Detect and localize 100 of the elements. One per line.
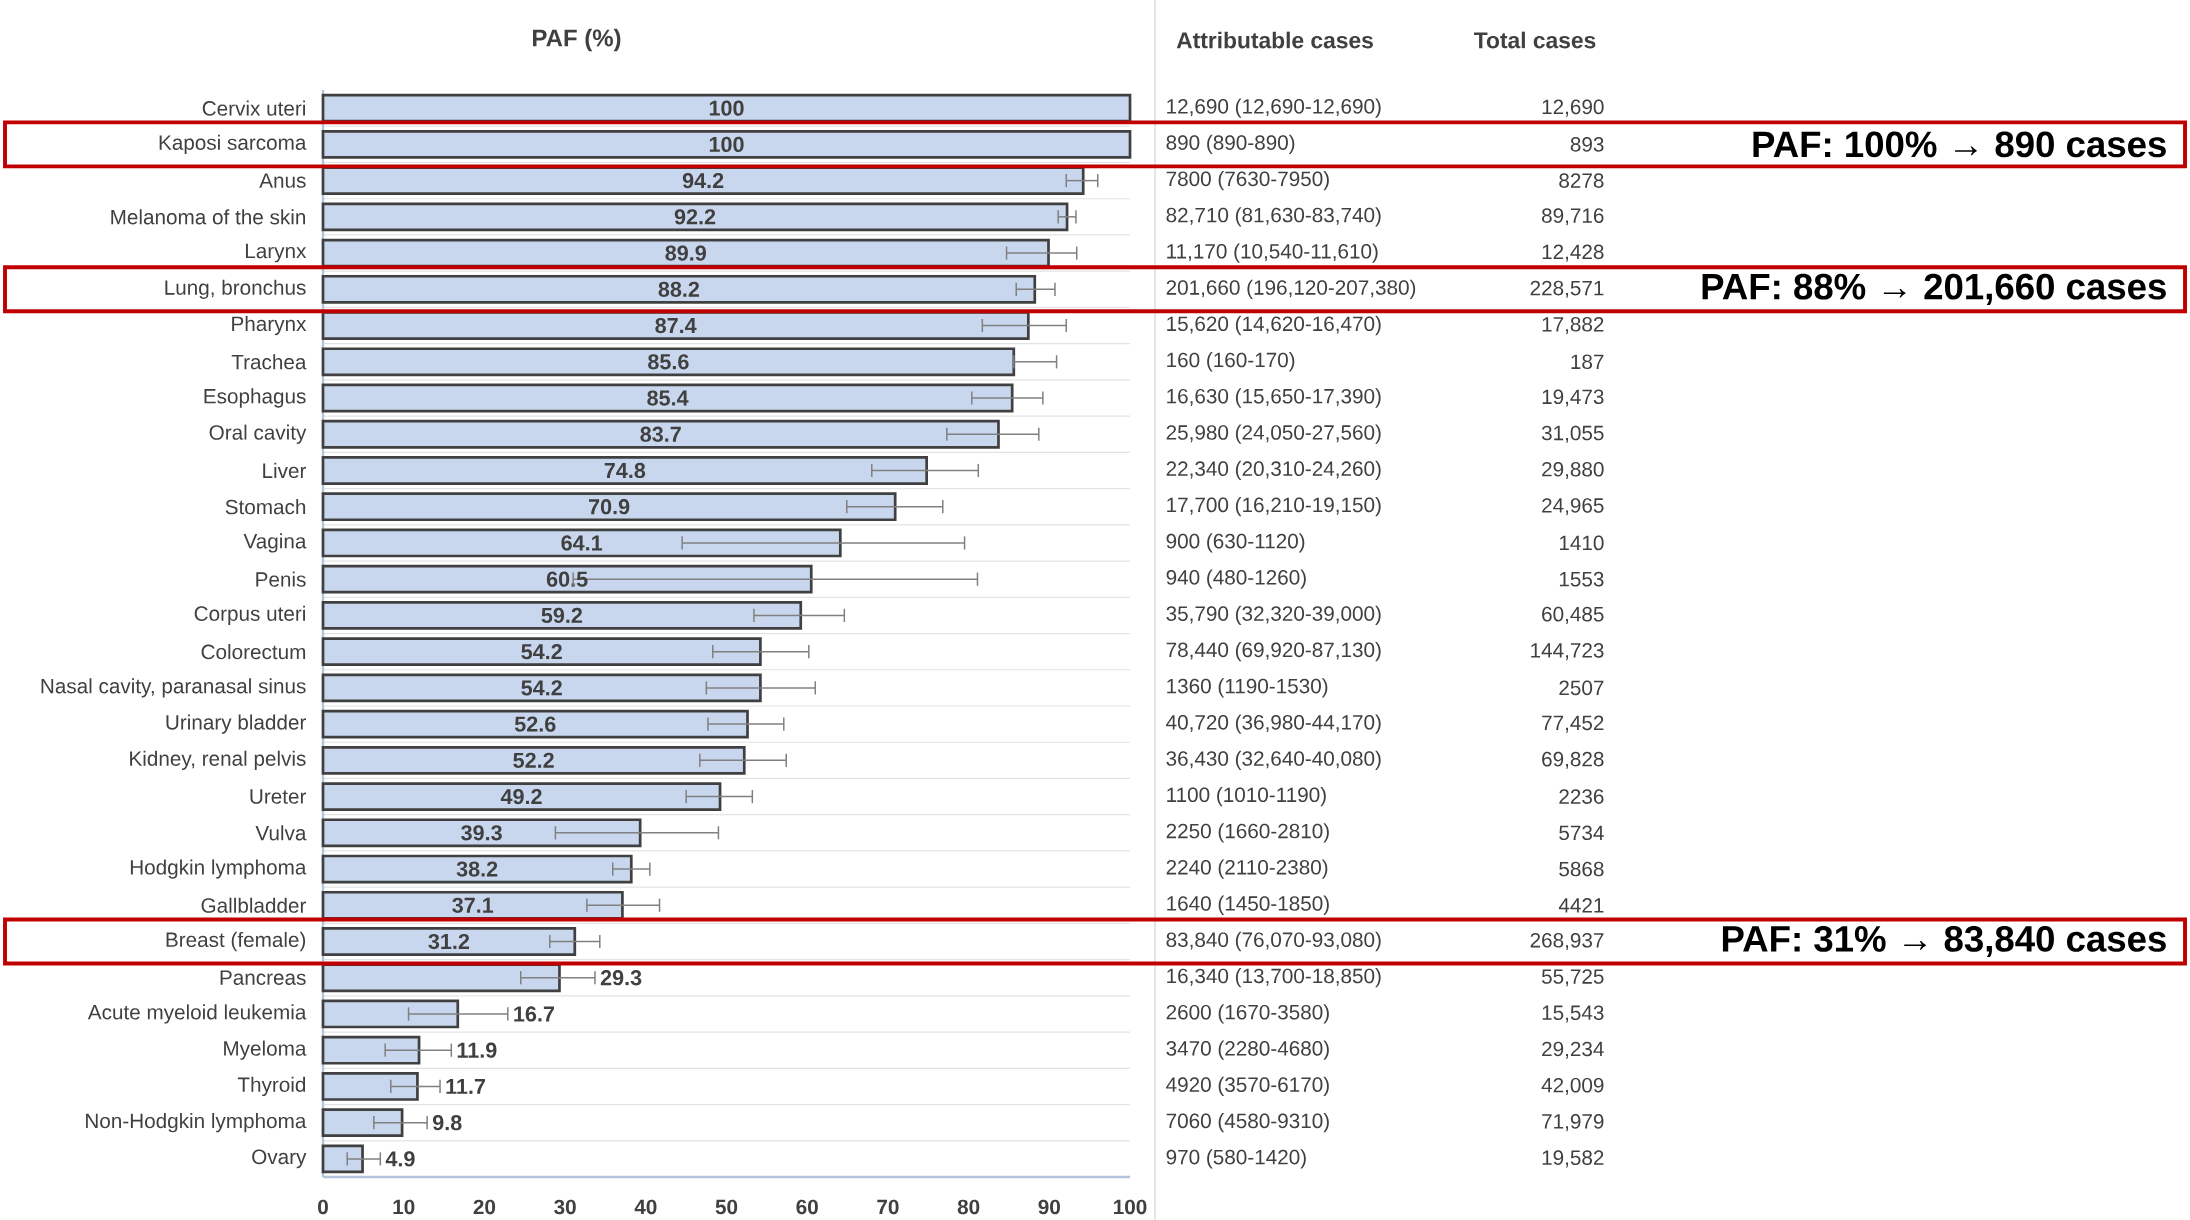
y-tick-label: Hodgkin lymphoma bbox=[130, 859, 307, 879]
text: 42,009 bbox=[1541, 1077, 1604, 1095]
text: 12,690 bbox=[1542, 99, 1604, 117]
bar bbox=[321, 1144, 364, 1174]
y-tick-label: Ureter bbox=[250, 789, 307, 804]
text: 19,473 bbox=[1542, 389, 1604, 407]
data-label: 87.4 bbox=[655, 317, 697, 334]
text: 22,340 (20,310-24,260) bbox=[1166, 460, 1381, 481]
text: 24,965 bbox=[1542, 498, 1604, 516]
data-label: 38.2 bbox=[456, 861, 498, 877]
text: 16,340 (13,700-18,850) bbox=[1167, 968, 1381, 988]
x-tick-label: 90 bbox=[1038, 1199, 1060, 1215]
data-label: 54.2 bbox=[521, 680, 562, 696]
text: 893 bbox=[1570, 137, 1604, 152]
text: 71,979 bbox=[1542, 1114, 1604, 1132]
text: 7800 (7630-7950) bbox=[1166, 170, 1329, 191]
data-label: 52.2 bbox=[513, 752, 554, 768]
data-label: 4.9 bbox=[385, 1151, 415, 1167]
text: 1100 (1010-1190) bbox=[1167, 786, 1326, 807]
data-label: 74.8 bbox=[604, 462, 646, 479]
y-tick-label: Penis bbox=[256, 571, 306, 587]
y-tick-label: Liver bbox=[263, 462, 307, 479]
text: 7060 (4580-9310) bbox=[1166, 1113, 1329, 1133]
text: 1640 (1450-1850) bbox=[1167, 895, 1329, 915]
y-tick-label: Thyroid bbox=[237, 1076, 306, 1097]
text: 940 (480-1260) bbox=[1166, 569, 1306, 589]
y-tick-label: Colorectum bbox=[201, 644, 306, 660]
y-tick-label: Acute myeloid leukemia bbox=[87, 1004, 307, 1024]
x-tick-label: 50 bbox=[715, 1199, 738, 1215]
text: 970 (580-1420) bbox=[1166, 1149, 1306, 1169]
text: 187 bbox=[1571, 354, 1604, 370]
data-label: 100 bbox=[709, 100, 744, 116]
data-label: 11.7 bbox=[446, 1079, 486, 1094]
text: 35,790 (32,320-39,000) bbox=[1166, 605, 1381, 626]
text: 228,571 bbox=[1530, 280, 1604, 298]
y-tick-label: Melanoma of the skin bbox=[111, 209, 306, 225]
data-label: 39.3 bbox=[461, 825, 502, 841]
text: 55,725 bbox=[1541, 969, 1604, 987]
bar bbox=[321, 601, 803, 630]
text: 25,980 (24,050-27,560) bbox=[1166, 424, 1381, 444]
text: 89,716 bbox=[1542, 208, 1604, 226]
text: 1360 (1190-1530) bbox=[1167, 678, 1328, 698]
y-tick-label: Kidney, renal pelvis bbox=[130, 750, 306, 770]
text: 900 (630-1120) bbox=[1166, 533, 1305, 553]
data-label: 54.2 bbox=[521, 644, 562, 660]
bar bbox=[321, 492, 897, 522]
text: 12,690 (12,690-12,690) bbox=[1167, 98, 1381, 118]
bar bbox=[321, 274, 1037, 304]
data-label: 31.2 bbox=[428, 933, 470, 950]
data-label: 37.1 bbox=[452, 897, 494, 913]
bar bbox=[321, 129, 1132, 159]
text: 40,720 (36,980-44,170) bbox=[1166, 714, 1381, 734]
text: 1553 bbox=[1559, 571, 1604, 587]
y-tick-label: Gallbladder bbox=[201, 897, 307, 913]
text: 4920 (3570-6170) bbox=[1166, 1076, 1329, 1097]
data-label: 16.7 bbox=[514, 1006, 554, 1022]
data-label: 83.7 bbox=[640, 426, 681, 442]
bar bbox=[321, 1108, 404, 1138]
text: 60,485 bbox=[1542, 606, 1604, 624]
data-label: 9.8 bbox=[432, 1115, 462, 1131]
bar bbox=[321, 238, 1050, 268]
y-tick-label: Lung, bronchus bbox=[165, 279, 306, 299]
text: 12,428 bbox=[1542, 244, 1604, 262]
x-tick-label: 30 bbox=[554, 1199, 576, 1215]
bar bbox=[321, 347, 1016, 377]
text: 8278 bbox=[1559, 173, 1604, 188]
text: 15,620 (14,620-16,470) bbox=[1167, 315, 1381, 336]
bar bbox=[321, 999, 460, 1029]
data-label: 85.6 bbox=[648, 354, 689, 370]
text: Total cases bbox=[1474, 31, 1596, 49]
bar bbox=[321, 782, 722, 811]
bar bbox=[321, 419, 1000, 449]
text: 83,840 (76,070-93,080) bbox=[1166, 931, 1381, 952]
y-tick-label: Oral cavity bbox=[209, 424, 307, 444]
text: 69,828 bbox=[1542, 751, 1604, 769]
y-tick-label: Esophagus bbox=[204, 388, 306, 408]
text: 3470 (2280-4680) bbox=[1166, 1040, 1329, 1060]
text: 15,543 bbox=[1542, 1005, 1604, 1023]
bar bbox=[321, 1035, 421, 1065]
text: 11,170 (10,540-11,610) bbox=[1167, 243, 1378, 263]
bar bbox=[321, 709, 749, 739]
x-tick-label: 40 bbox=[634, 1199, 657, 1215]
text: 2236 bbox=[1559, 789, 1604, 804]
data-label: 64.1 bbox=[561, 535, 603, 551]
text: 2507 bbox=[1559, 680, 1604, 696]
y-tick-label: Vagina bbox=[243, 533, 307, 553]
y-tick-label: Urinary bladder bbox=[166, 714, 306, 734]
text: 16,630 (15,650-17,390) bbox=[1167, 388, 1381, 408]
y-tick-label: Cervix uteri bbox=[202, 100, 305, 116]
text: 144,723 bbox=[1531, 643, 1604, 661]
text: 890 (890-890) bbox=[1166, 134, 1295, 154]
y-tick-label: Ovary bbox=[252, 1149, 307, 1169]
bar bbox=[321, 818, 642, 848]
text: 201,660 (196,120-207,380) bbox=[1166, 279, 1416, 299]
text: 17,700 (16,210-19,150) bbox=[1167, 497, 1381, 517]
y-tick-label: Pancreas bbox=[220, 970, 306, 985]
data-label: 88.2 bbox=[658, 281, 700, 297]
bar bbox=[321, 166, 1085, 196]
data-label: 94.2 bbox=[682, 173, 724, 189]
x-tick-label: 70 bbox=[877, 1199, 899, 1215]
